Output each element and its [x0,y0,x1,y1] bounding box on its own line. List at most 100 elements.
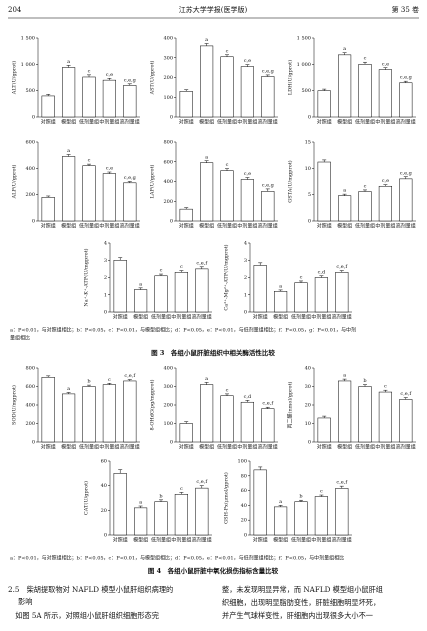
y-tick-label: 40 [101,483,107,489]
y-tick-label: 800 [163,140,173,146]
y-tick-label: 300 [163,384,173,390]
significance-label: c [226,162,229,168]
x-tick-label: 对照组 [113,314,128,321]
bar [102,384,116,443]
bar [200,384,214,443]
paragraph: 如图 5A 所示，对照组小鼠肝组织细胞形态完 [8,611,159,620]
x-tick-label: 中剂量组 [375,119,395,126]
x-tick-label: 高剂量组 [258,444,278,451]
x-tick-label: 模型组 [337,119,352,126]
y-tick-label: 5 [308,192,311,198]
y-axis-label: Na⁺-K⁺-ATP(U/mgprot) [83,248,90,306]
x-tick-label: 中剂量组 [311,314,331,321]
significance-label: c [226,48,229,54]
x-tick-label: 模型组 [199,223,214,230]
x-tick-label: 对照组 [113,537,128,544]
significance-label: a [279,499,282,505]
y-axis-label: LDH(U/gprot) [287,60,294,95]
y-axis-label: AST(U/gprot) [149,60,156,95]
significance-label: c,e,g [262,182,275,188]
x-tick-label: 模型组 [199,119,214,126]
y-axis-label: 8-OHdG(pg/mgprot) [149,379,156,430]
y-tick-label: 60 [241,488,247,494]
significance-label: a [205,37,208,43]
x-tick-label: 对照组 [317,119,332,126]
y-tick-label: 2 [244,275,247,281]
y-tick-label: 1 500 [297,36,311,42]
significance-label: c,e [106,72,113,78]
significance-label: c [88,158,91,164]
x-tick-label: 高剂量组 [120,444,140,451]
y-axis-label: LAP(U/gprot) [149,164,156,198]
section-heading: 2.5 柴胡提取物对 NAFLD 模型小鼠肝组织病理的 [8,585,173,594]
x-tick-label: 高剂量组 [192,537,212,544]
y-tick-label: 0 [104,310,107,316]
y-tick-label: 1 500 [21,36,35,42]
bar [220,170,234,222]
significance-label: c,e [382,61,389,67]
bar [195,487,209,536]
bar [220,395,234,443]
fig3-note: a：P<0.01，与对照组相比；b：P<0.05，c：P<0.01，与模型组相比… [10,327,356,334]
y-axis-label: GSH-Px(μmol/gprot) [223,472,230,524]
bar [338,54,352,118]
x-tick-label: 中剂量组 [171,537,191,544]
y-tick-label: 500 [301,88,311,94]
y-tick-label: 4 [104,241,107,247]
y-tick-label: 20 [241,518,247,524]
bar [378,391,392,443]
x-tick-label: 高剂量组 [120,223,140,230]
bar [358,386,372,443]
x-tick-label: 低剂量组 [355,119,375,126]
journal: 江苏大学学报(医学版) [179,5,248,14]
significance-label: c,e [382,178,389,184]
significance-label: a [205,154,208,160]
bar [62,393,76,443]
x-tick-label: 模型组 [199,444,214,451]
y-tick-label: 4 [244,241,247,247]
x-tick-label: 中剂量组 [237,119,257,126]
significance-label: c,e,f [336,264,348,270]
bar [358,191,372,222]
significance-label: c,e [106,166,113,172]
bar [195,268,209,313]
y-axis-label: SOD(U/mgprot) [11,385,18,425]
significance-label: c,e,g [400,170,413,176]
bar [41,377,55,443]
bar [113,473,127,536]
fig4-caption: 图 4 各组小鼠肝脏中氧化损伤指标含量比较 [148,566,279,575]
bar [338,195,352,222]
bar [317,417,331,443]
bar [253,469,267,536]
x-tick-label: 对照组 [41,223,56,230]
y-tick-label: 300 [163,55,173,61]
x-tick-label: 对照组 [317,444,332,451]
y-tick-label: 800 [25,366,35,372]
y-tick-label: 400 [163,179,173,185]
bar [358,64,372,118]
x-tick-label: 低剂量组 [355,444,375,451]
significance-label: a [67,148,70,154]
fig3-caption: 图 3 各组小鼠肝脏组织中相关酶活性比较 [151,348,275,357]
y-tick-label: 0 [170,440,173,446]
y-tick-label: 200 [25,421,35,427]
x-tick-label: 对照组 [253,314,268,321]
bar [113,260,127,313]
significance-label: c [180,486,183,492]
significance-label: c,d [318,269,326,275]
x-tick-label: 低剂量组 [151,537,171,544]
x-tick-label: 模型组 [273,314,288,321]
y-tick-label: 30 [305,384,311,390]
bar [253,265,267,313]
y-tick-label: 600 [163,159,173,165]
x-tick-label: 模型组 [61,444,76,451]
bar [399,399,413,443]
significance-label: c,e,f [196,479,208,485]
x-tick-label: 高剂量组 [258,119,278,126]
significance-label: c,e,f [196,260,208,266]
y-tick-label: 0 [32,440,35,446]
bar [294,282,308,313]
y-axis-label: GSTA(U/mgprot) [287,160,294,202]
